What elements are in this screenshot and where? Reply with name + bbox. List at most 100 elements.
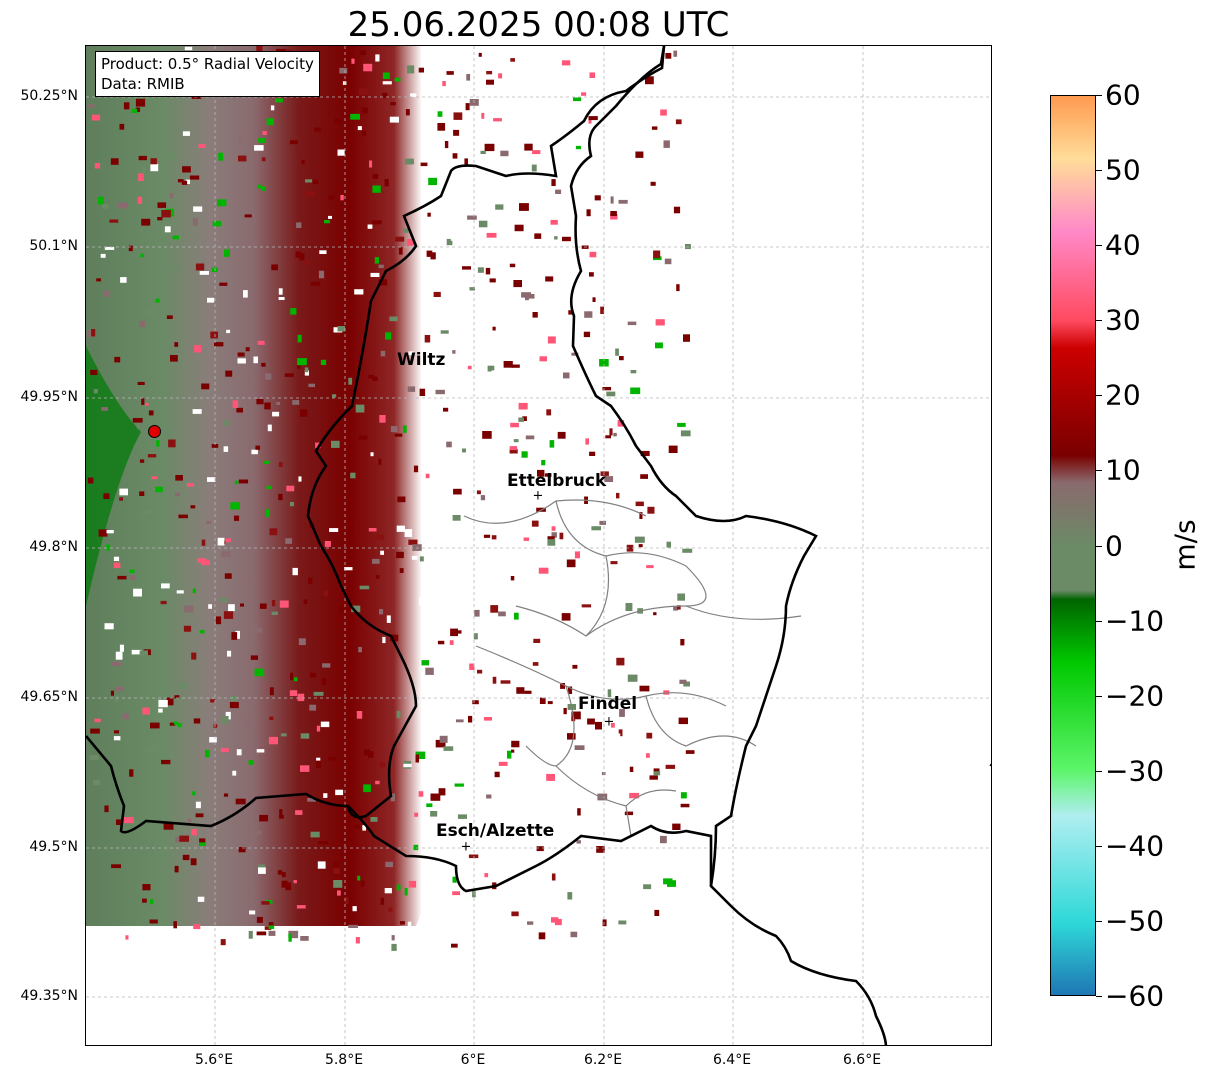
colorbar-tick-label: −60 xyxy=(1105,979,1165,1013)
radar-gate xyxy=(316,725,321,732)
radar-gate xyxy=(410,93,417,98)
radar-gate xyxy=(421,645,426,653)
radar-gate xyxy=(284,373,294,377)
radar-gate xyxy=(421,660,429,666)
radar-gate xyxy=(592,297,596,302)
radar-site-marker[interactable] xyxy=(148,425,161,438)
city-marker-ettelbruck[interactable]: + xyxy=(532,488,544,504)
radar-gate xyxy=(288,933,292,942)
radar-gate xyxy=(131,649,142,655)
radar-gate xyxy=(439,735,448,743)
radar-gate xyxy=(425,473,430,479)
radar-gate xyxy=(480,495,486,501)
colorbar-tick xyxy=(1096,395,1102,397)
radar-gate xyxy=(295,251,301,258)
lat-label: 49.65°N xyxy=(20,689,78,705)
radar-gate xyxy=(490,605,499,613)
radar-map[interactable] xyxy=(85,45,992,1046)
radar-gate xyxy=(484,143,495,152)
radar-gate xyxy=(492,326,496,331)
radar-gate xyxy=(486,794,492,799)
radar-gate xyxy=(232,400,239,408)
radar-gate xyxy=(359,50,366,55)
radar-gate xyxy=(103,290,110,297)
radar-gate xyxy=(297,334,302,343)
radar-gate xyxy=(103,493,110,499)
radar-gate xyxy=(141,218,151,226)
radar-gate xyxy=(635,501,644,507)
radar-gate xyxy=(150,164,159,172)
radar-gate xyxy=(680,803,690,808)
colorbar-tick xyxy=(1096,170,1102,172)
radar-gate xyxy=(290,672,294,681)
radar-gate xyxy=(359,585,370,590)
colorbar-tick xyxy=(1096,920,1102,922)
radar-gate xyxy=(192,218,198,226)
radar-gate xyxy=(653,768,660,772)
radar-gate xyxy=(412,544,422,551)
radar-gate xyxy=(478,52,482,57)
colorbar-tick-label: 50 xyxy=(1105,153,1141,187)
radar-gate xyxy=(321,677,327,685)
radar-gate xyxy=(304,367,309,373)
radar-gate xyxy=(304,370,309,376)
radar-gate xyxy=(390,426,398,433)
radar-gate xyxy=(351,58,355,64)
radar-gate xyxy=(225,538,231,543)
radar-gate xyxy=(261,901,270,905)
radar-gate xyxy=(452,350,456,354)
radar-gate xyxy=(298,476,302,482)
radar-gate xyxy=(507,548,512,552)
radar-gate xyxy=(680,792,687,799)
city-label-findel: Findel xyxy=(578,694,638,714)
radar-gate xyxy=(666,177,675,183)
city-marker-esch-alzette[interactable]: + xyxy=(460,839,472,855)
radar-gate xyxy=(649,775,658,780)
radar-gate xyxy=(549,440,555,448)
radar-gate xyxy=(251,449,258,455)
radar-gate xyxy=(512,879,519,883)
radar-gate xyxy=(595,721,602,730)
radar-gate xyxy=(588,119,592,124)
radar-gate xyxy=(622,557,627,562)
radar-gate xyxy=(433,291,441,297)
radar-gate xyxy=(173,921,177,929)
radar-gate xyxy=(449,845,454,851)
radar-gate xyxy=(651,126,658,130)
radar-gate xyxy=(192,791,196,796)
radar-gate xyxy=(518,417,524,422)
radar-gate xyxy=(333,880,343,888)
radar-gate xyxy=(553,465,563,473)
radar-gate xyxy=(486,71,493,75)
radar-gate xyxy=(576,840,581,844)
radar-gate xyxy=(271,600,276,607)
radar-gate xyxy=(680,456,690,463)
radar-gate xyxy=(589,251,597,258)
radar-gate xyxy=(90,369,98,375)
radar-gate xyxy=(187,818,192,823)
city-marker-findel[interactable]: + xyxy=(603,714,615,730)
radar-gate xyxy=(139,459,145,463)
radar-gate xyxy=(625,603,633,611)
radar-gate xyxy=(271,611,278,615)
radar-gate xyxy=(535,380,543,385)
radar-gate xyxy=(418,791,424,797)
radar-gate xyxy=(647,506,655,514)
radar-gate xyxy=(264,926,272,930)
radar-gate xyxy=(256,399,264,405)
radar-gate xyxy=(570,378,578,382)
radar-gate xyxy=(613,432,617,437)
radar-gate xyxy=(406,65,415,74)
radar-gate xyxy=(208,604,212,609)
radar-gate xyxy=(174,342,179,347)
radar-gate xyxy=(297,693,305,702)
radar-gate xyxy=(228,604,235,612)
radar-gate xyxy=(236,407,243,413)
radar-gate xyxy=(192,409,202,414)
radar-gate xyxy=(123,102,130,110)
radar-gate xyxy=(297,358,307,366)
radar-gate xyxy=(554,236,558,240)
radar-gate xyxy=(278,461,283,467)
radar-gate xyxy=(666,541,671,548)
radar-gate xyxy=(359,435,368,440)
